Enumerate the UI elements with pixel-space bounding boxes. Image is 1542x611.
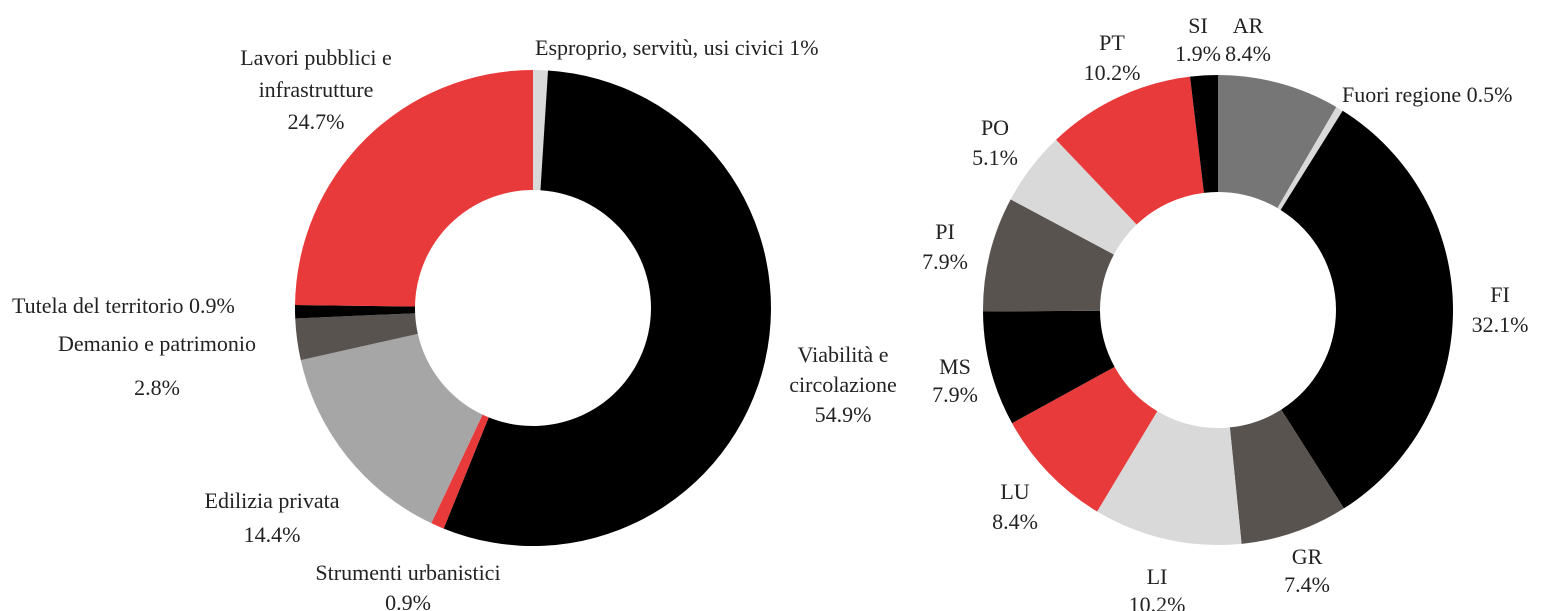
- value-label: 2.8%: [134, 375, 180, 400]
- slice-label: Strumenti urbanistici 0.9%: [258, 558, 558, 611]
- donut-slice: [1190, 75, 1218, 193]
- value-label: 54.9%: [814, 402, 872, 427]
- slice-label: AR 8.4%: [1208, 12, 1288, 68]
- slice-label: FI 32.1%: [1455, 280, 1542, 340]
- value-label: 8.4%: [992, 509, 1038, 534]
- slice-label: Fuori regione 0.5%: [1342, 80, 1512, 110]
- category-name: SI: [1188, 13, 1208, 38]
- slice-label: GR 7.4%: [1262, 543, 1352, 599]
- value-label: 0.5%: [1466, 82, 1513, 107]
- category-name: MS: [939, 354, 971, 379]
- slice-label: Demanio e patrimonio 2.8%: [7, 322, 307, 410]
- slice-label: Tutela del territorio 0.9%: [12, 291, 235, 321]
- category-name: PI: [935, 219, 955, 244]
- donut-slice: [431, 414, 489, 529]
- category-name: LI: [1146, 564, 1168, 589]
- slice-label: Viabilità e circolazione 54.9%: [758, 340, 928, 430]
- category-name: Demanio e patrimonio: [58, 331, 256, 356]
- slice-label: PI 7.9%: [900, 217, 990, 277]
- donut-slice: [295, 304, 416, 319]
- value-label: 0.9%: [189, 293, 235, 318]
- donut-slice: [1056, 76, 1204, 225]
- category-name: LU: [1000, 479, 1030, 504]
- value-label: 10.2%: [1083, 60, 1141, 85]
- value-label: 14.4%: [243, 522, 301, 547]
- value-label: 7.4%: [1284, 572, 1330, 597]
- donut-slice: [300, 333, 483, 524]
- slice-label: MS 7.9%: [910, 353, 1000, 409]
- donut-slice: [1218, 75, 1337, 209]
- category-name: Viabilità e circolazione: [789, 342, 897, 397]
- category-name: Esproprio, servitù, usi civici: [535, 35, 784, 60]
- category-name: FI: [1490, 282, 1510, 307]
- slice-label: Lavori pubblici e infrastrutture 24.7%: [216, 42, 416, 138]
- value-label: 24.7%: [287, 109, 345, 134]
- category-name: Tutela del territorio: [12, 293, 184, 318]
- slice-label: SI 1.9%: [1158, 12, 1238, 68]
- category-name: AR: [1232, 13, 1264, 38]
- donut-slice: [1277, 106, 1343, 210]
- slice-label: Edilizia privata 14.4%: [162, 484, 382, 552]
- category-name: PO: [980, 115, 1010, 140]
- value-label: 8.4%: [1225, 41, 1271, 66]
- donut-slice: [443, 70, 771, 546]
- donut-slice: [295, 313, 418, 361]
- category-name: Strumenti urbanistici: [315, 560, 501, 585]
- slice-label: LU 8.4%: [970, 477, 1060, 537]
- slice-label: LI 10.2%: [1112, 563, 1202, 611]
- slice-label: PO 5.1%: [950, 113, 1040, 173]
- value-label: 7.9%: [922, 249, 968, 274]
- value-label: 10.2%: [1128, 592, 1186, 611]
- donut-slice: [533, 70, 549, 191]
- value-label: 1%: [789, 35, 819, 60]
- value-label: 1.9%: [1175, 41, 1221, 66]
- slice-label: PT 10.2%: [1067, 28, 1157, 88]
- donut-slice: [983, 310, 1115, 424]
- donut-slice: [1280, 110, 1453, 509]
- value-label: 5.1%: [972, 145, 1018, 170]
- category-name: PT: [1099, 30, 1125, 55]
- category-name: Lavori pubblici e infrastrutture: [240, 45, 392, 102]
- category-name: Edilizia privata: [204, 488, 340, 513]
- value-label: 32.1%: [1471, 312, 1529, 337]
- donut-slice: [1010, 139, 1137, 255]
- category-name: GR: [1291, 544, 1323, 569]
- donut-slice: [1229, 409, 1344, 544]
- donut-slice: [295, 70, 533, 307]
- slice-label: Esproprio, servitù, usi civici 1%: [535, 33, 819, 63]
- donut-slice: [983, 199, 1114, 312]
- donut-slice: [1012, 366, 1158, 512]
- category-name: Fuori regione: [1342, 82, 1462, 107]
- donut-slice: [1097, 411, 1242, 545]
- value-label: 7.9%: [932, 382, 978, 407]
- value-label: 0.9%: [385, 590, 431, 611]
